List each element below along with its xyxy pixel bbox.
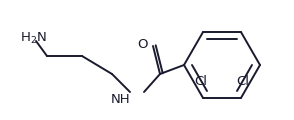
Text: H$_2$N: H$_2$N (20, 30, 47, 46)
Text: O: O (138, 37, 148, 51)
Text: Cl: Cl (195, 75, 208, 88)
Text: Cl: Cl (236, 75, 250, 88)
Text: NH: NH (110, 93, 130, 106)
